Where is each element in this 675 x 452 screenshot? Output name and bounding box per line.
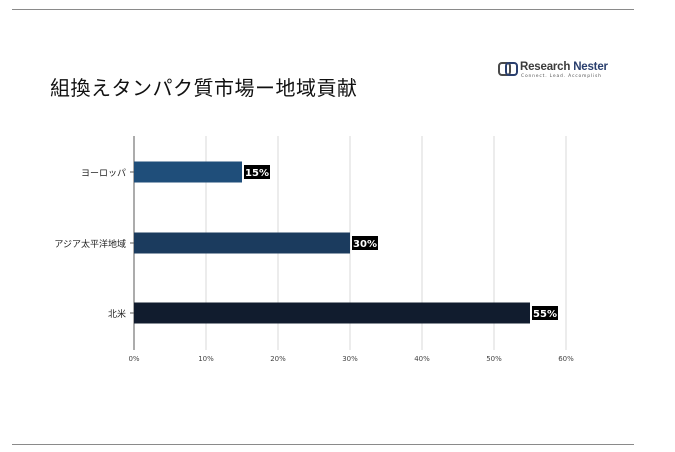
x-tick-label: 20%: [270, 355, 286, 363]
data-label-bg: [244, 165, 270, 179]
bar: [134, 232, 350, 254]
data-label: 15%: [245, 168, 269, 179]
y-tick-label: アジア太平洋地域: [54, 238, 126, 250]
bottom-rule: [12, 444, 634, 445]
data-label: 55%: [533, 309, 557, 320]
research-nester-logo: Research Nester Connect. Lead. Accomplis…: [498, 60, 608, 82]
y-tick-label: 北米: [108, 308, 126, 320]
logo-name: Research Nester: [520, 61, 608, 73]
x-tick-label: 30%: [342, 355, 358, 363]
bar: [134, 302, 530, 324]
x-tick-label: 60%: [558, 355, 574, 363]
chart-title: 組換えタンパク質市場ー地域貢献: [50, 76, 358, 100]
logo-name-part2: Nester: [573, 61, 608, 73]
data-label-bg: [532, 306, 558, 320]
y-tick-label: ヨーロッパ: [81, 168, 126, 179]
x-tick-label: 0%: [128, 355, 139, 363]
x-tick-label: 40%: [414, 355, 430, 363]
data-label: 30%: [353, 239, 377, 250]
top-rule: [12, 9, 634, 10]
data-label-bg: [352, 236, 378, 250]
bar: [134, 161, 242, 183]
logo-mark-icon: [498, 62, 518, 76]
logo-name-part1: Research: [520, 61, 571, 73]
x-tick-label: 50%: [486, 355, 502, 363]
x-tick-label: 10%: [198, 355, 214, 363]
logo-tagline: Connect. Lead. Accomplish: [521, 74, 602, 79]
